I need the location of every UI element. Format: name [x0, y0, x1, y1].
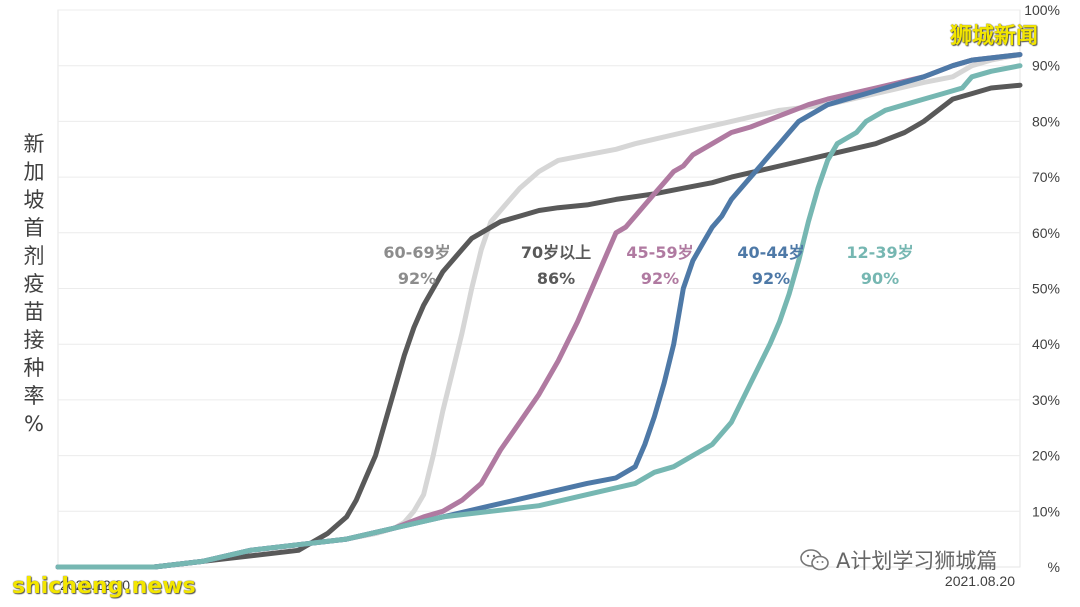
series-name-label: 70岁以上: [521, 243, 591, 262]
series-name-label: 40-44岁: [737, 243, 804, 262]
series-value-label: 92%: [641, 269, 679, 288]
y-tick-label: 60%: [1032, 225, 1060, 241]
series-line-2: [55, 52, 1023, 570]
wechat-text: A计划学习狮城篇: [836, 549, 998, 573]
watermark-wechat: A计划学习狮城篇: [800, 545, 997, 575]
x-tick-labels: 2020.12.30 2021.08.20: [60, 573, 1015, 593]
series-name-label: 45-59岁: [626, 243, 693, 262]
series-lines: [55, 52, 1023, 570]
y-tick-label: 70%: [1032, 169, 1060, 185]
y-tick-label: 40%: [1032, 336, 1060, 352]
series-labels: 60-69岁 92% 70岁以上 86% 45-59岁 92% 40-44岁 92% 12-39…: [383, 243, 913, 288]
series-name-label: 12-39岁: [846, 243, 913, 262]
y-axis-label-char: 剂: [23, 244, 45, 268]
y-axis-label-char: 苗: [23, 300, 45, 324]
y-axis-label-char: 率: [23, 384, 45, 408]
series-name-label: 60-69岁: [383, 243, 450, 262]
series-value-label: 86%: [537, 269, 575, 288]
grid: [57, 9, 1021, 568]
y-axis-label-char: 接: [23, 328, 45, 352]
series-line-4: [55, 63, 1023, 570]
y-axis-label-char: 加: [23, 160, 45, 184]
y-axis-label-char: 首: [23, 216, 45, 240]
series-line-0: [55, 52, 1023, 570]
series-value-label: 92%: [398, 269, 436, 288]
y-axis-label-char: 疫: [23, 272, 45, 296]
series-value-label: 92%: [752, 269, 790, 288]
wechat-icon: [800, 548, 830, 572]
y-axis-label: 新加坡首剂疫苗接种率%: [20, 130, 48, 438]
y-axis-label-char: 种: [23, 356, 45, 380]
watermark-top: 狮城新闻: [949, 24, 1038, 49]
watermark-bottom: shicheng.news: [12, 574, 196, 599]
y-tick-label: 20%: [1032, 448, 1060, 464]
y-tick-label: 30%: [1032, 392, 1060, 408]
series-value-label: 90%: [861, 269, 899, 288]
y-axis-label-char: %: [24, 412, 44, 436]
y-tick-label: 10%: [1032, 503, 1060, 519]
series-line-3: [55, 52, 1023, 570]
series-line-1: [55, 82, 1023, 570]
y-tick-label: 100%: [1024, 2, 1060, 18]
y-tick-label: 80%: [1032, 113, 1060, 129]
y-axis-label-char: 坡: [23, 188, 45, 212]
y-tick-label: 50%: [1032, 281, 1060, 297]
y-tick-labels: % 10% 20% 30% 40% 50% 60% 70% 80% 90% 100%: [1024, 2, 1060, 575]
x-tick-label: 2020.12.30: [60, 577, 130, 593]
y-tick-label: %: [1048, 559, 1060, 575]
x-tick-label: 2021.08.20: [945, 573, 1015, 589]
y-axis-label-char: 新: [23, 132, 45, 156]
y-tick-label: 90%: [1032, 58, 1060, 74]
